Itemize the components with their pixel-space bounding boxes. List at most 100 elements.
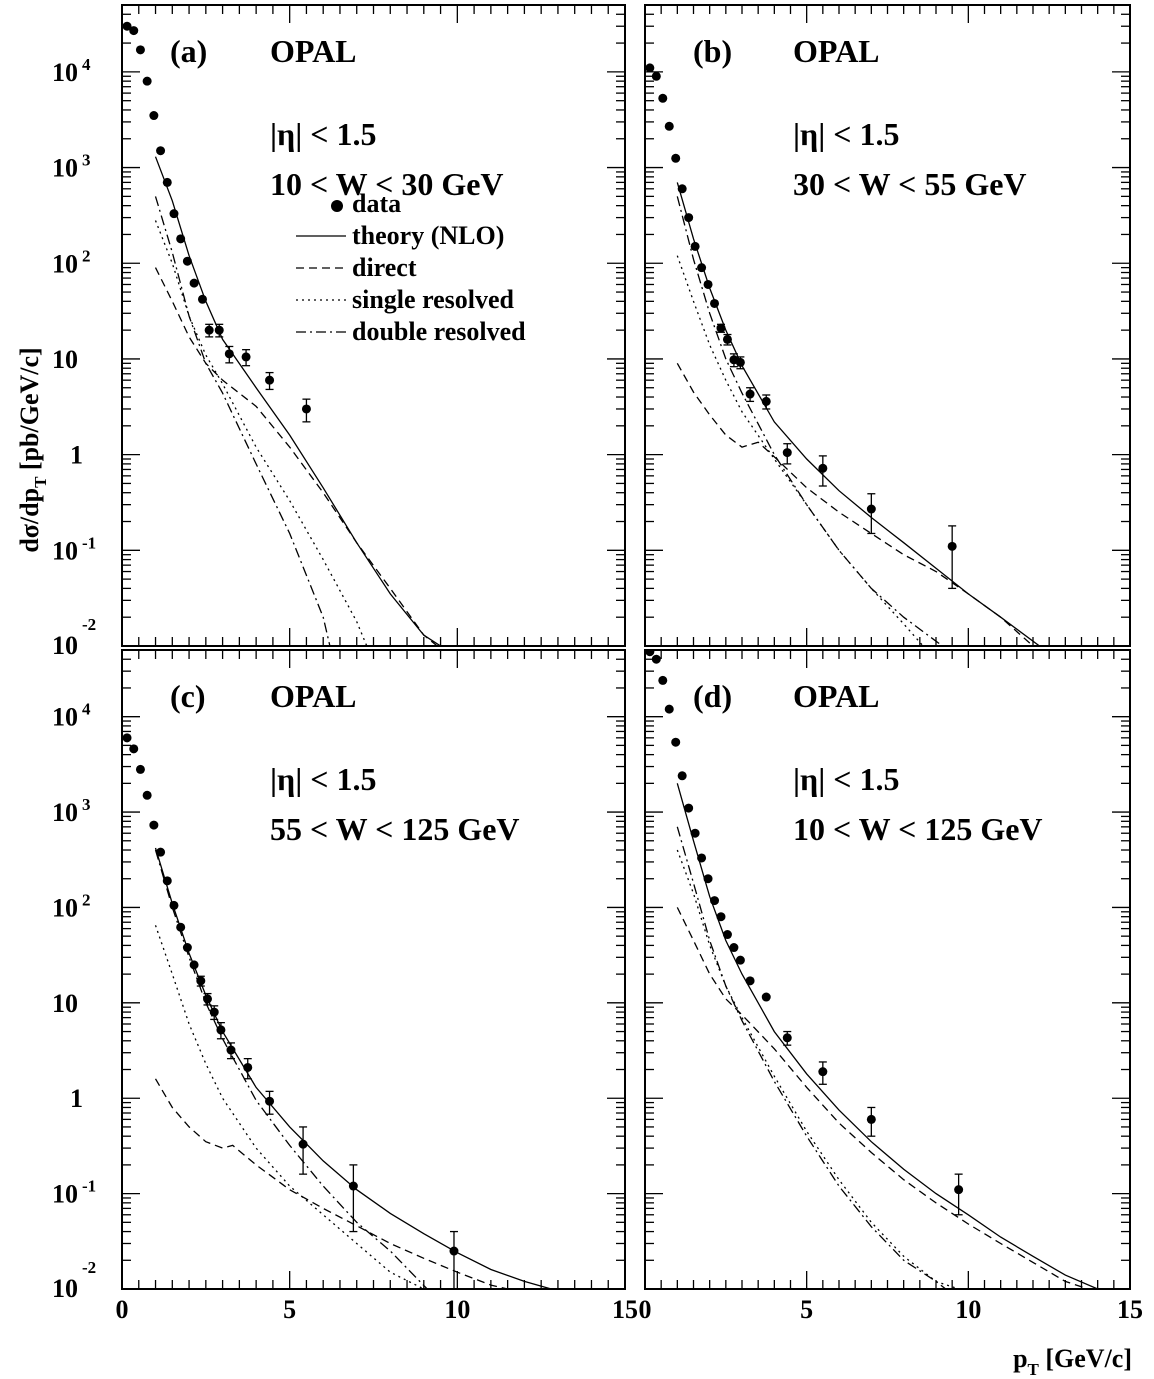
panel-label: (c) bbox=[170, 678, 206, 714]
y-tick-label: 10 bbox=[52, 798, 78, 827]
data-point bbox=[204, 325, 214, 335]
panel-frame bbox=[121, 649, 626, 1290]
panel-c: (c) OPAL |η| < 1.5 55 < W < 125 GeV bbox=[121, 649, 626, 1290]
data-point bbox=[203, 994, 213, 1004]
data-point bbox=[449, 1246, 459, 1256]
data-point bbox=[214, 325, 224, 335]
data-point bbox=[703, 874, 713, 884]
series-dashed bbox=[154, 267, 438, 646]
data-point bbox=[149, 820, 159, 830]
legend-label: data bbox=[352, 189, 401, 218]
y-tick-label: 10 bbox=[52, 1180, 78, 1209]
y-tick-exponent: -1 bbox=[82, 533, 96, 552]
data-point bbox=[664, 121, 674, 131]
y-tick-label: 10 bbox=[52, 154, 78, 183]
w-cut: 10 < W < 125 GeV bbox=[793, 811, 1043, 847]
curves bbox=[676, 182, 1040, 646]
data-point bbox=[301, 404, 311, 414]
data-point bbox=[149, 111, 159, 121]
panel-annotations: (d) OPAL |η| < 1.5 10 < W < 125 GeV bbox=[693, 678, 1043, 847]
data-point bbox=[697, 853, 707, 863]
data-point bbox=[169, 209, 179, 219]
legend-label: double resolved bbox=[352, 317, 526, 346]
experiment-label: OPAL bbox=[793, 678, 880, 714]
experiment-label: OPAL bbox=[793, 33, 880, 69]
panel-a: (a) OPAL |η| < 1.5 10 < W < 30 GeV bbox=[121, 4, 626, 647]
y-tick-exponent: 3 bbox=[82, 795, 91, 814]
data-point bbox=[651, 654, 661, 664]
x-tick-label: 10 bbox=[955, 1295, 981, 1324]
series-dotted bbox=[154, 220, 368, 646]
data-point bbox=[658, 675, 668, 685]
data-point bbox=[866, 1114, 876, 1124]
data-point bbox=[129, 744, 139, 754]
legend-marker-data bbox=[331, 200, 343, 212]
data-point bbox=[658, 93, 668, 103]
data-points bbox=[122, 21, 311, 423]
data-point bbox=[697, 263, 707, 273]
data-point bbox=[243, 1062, 253, 1072]
panel-label: (a) bbox=[170, 33, 207, 69]
series-dashdot bbox=[676, 196, 943, 646]
y-tick-label: 10 bbox=[52, 345, 78, 374]
x-tick-label: 10 bbox=[444, 1295, 470, 1324]
data-point bbox=[735, 955, 745, 965]
panel-d: (d) OPAL |η| < 1.5 10 < W < 125 GeV bbox=[644, 649, 1131, 1290]
eta-cut: |η| < 1.5 bbox=[270, 761, 377, 797]
data-point bbox=[716, 323, 726, 333]
experiment-label: OPAL bbox=[270, 678, 357, 714]
data-point bbox=[156, 847, 166, 857]
legend-label: direct bbox=[352, 253, 417, 282]
panel-b: (b) OPAL |η| < 1.5 30 < W < 55 GeV bbox=[644, 4, 1131, 647]
data-point bbox=[782, 1033, 792, 1043]
data-points bbox=[645, 63, 957, 590]
y-tick-label: 10 bbox=[52, 536, 78, 565]
x-tick-label: 5 bbox=[283, 1295, 296, 1324]
data-point bbox=[761, 396, 771, 406]
data-point bbox=[162, 876, 172, 886]
data-point bbox=[196, 976, 206, 986]
ticks bbox=[121, 4, 626, 647]
data-point bbox=[169, 900, 179, 910]
series-dashed bbox=[676, 362, 1034, 646]
data-point bbox=[348, 1181, 358, 1191]
data-point bbox=[818, 1067, 828, 1077]
data-point bbox=[745, 976, 755, 986]
data-point bbox=[265, 375, 275, 385]
series-solid bbox=[676, 783, 1098, 1289]
x-tick-label: 5 bbox=[800, 1295, 813, 1324]
y-axis-title: dσ/dpT [pb/GeV/c] bbox=[15, 347, 50, 552]
data-point bbox=[645, 650, 655, 657]
data-point bbox=[671, 153, 681, 163]
panel-frame bbox=[644, 649, 1131, 1290]
data-point bbox=[176, 922, 186, 932]
series-dashdot bbox=[154, 196, 331, 646]
data-points bbox=[122, 733, 459, 1289]
data-point bbox=[182, 256, 192, 266]
x-axis-title-main: p bbox=[1013, 1344, 1027, 1373]
data-point bbox=[684, 803, 694, 813]
ticks bbox=[644, 4, 1131, 647]
data-point bbox=[684, 213, 694, 223]
panel-annotations: (b) OPAL |η| < 1.5 30 < W < 55 GeV bbox=[693, 33, 1027, 202]
x-axis-title-unit: [GeV/c] bbox=[1039, 1344, 1132, 1373]
data-point bbox=[182, 943, 192, 953]
series-solid bbox=[676, 182, 1040, 646]
data-point bbox=[664, 704, 674, 714]
data-point bbox=[142, 76, 152, 86]
y-tick-label: 10 bbox=[52, 989, 78, 1018]
data-point bbox=[671, 737, 681, 747]
series-dashdot bbox=[676, 826, 947, 1289]
x-tick-label: 0 bbox=[116, 1295, 129, 1324]
data-point bbox=[782, 448, 792, 458]
y-axis-title-unit: [pb/GeV/c] bbox=[15, 347, 44, 476]
y-tick-label: 10 bbox=[52, 631, 78, 660]
data-point bbox=[135, 45, 145, 55]
y-tick-label: 1 bbox=[70, 1084, 83, 1113]
data-point bbox=[722, 334, 732, 344]
data-point bbox=[142, 790, 152, 800]
legend: data theory (NLO) direct single resolved dou… bbox=[296, 189, 526, 346]
y-axis-title-sub: T bbox=[31, 476, 50, 488]
w-cut: 30 < W < 55 GeV bbox=[793, 166, 1027, 202]
